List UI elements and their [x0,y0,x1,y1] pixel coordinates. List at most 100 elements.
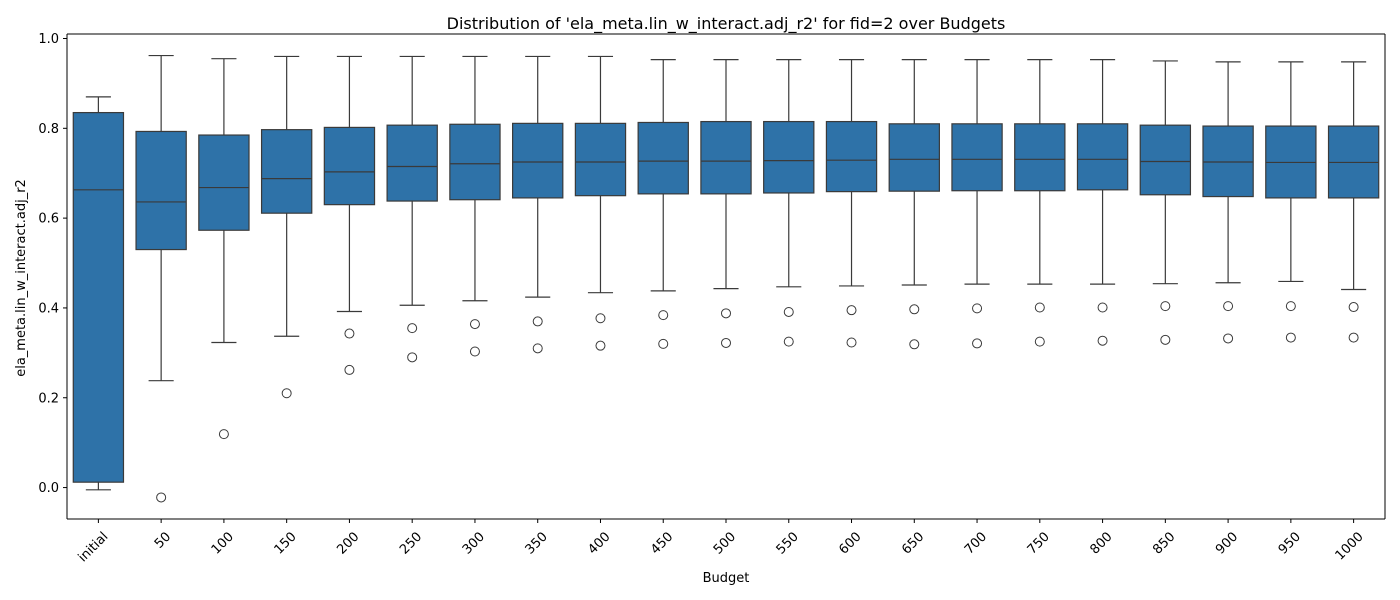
x-axis-label: Budget [703,571,750,586]
outlier-point [721,308,731,319]
x-tick-label: 500 [711,529,739,557]
x-tick-label: 350 [523,529,551,557]
y-tick-label: 0.2 [38,391,59,406]
x-tick-label: 800 [1087,529,1115,557]
outlier-point [846,337,857,348]
x-tick-label: 450 [648,529,676,557]
y-axis-label: ela_meta.lin_w_interact.adj_r2 [14,179,29,377]
box-400 [574,55,627,351]
x-tick-label: 700 [962,529,990,557]
outlier-point [909,339,920,350]
box-initial [72,96,125,491]
x-tick-label: 150 [272,529,300,557]
x-axis: initial 50 100 150 200 250 300 350 400 450 500 550 6… [76,519,1367,565]
x-tick-label: 1000 [1333,529,1367,563]
outlier-point [595,313,606,324]
box-700 [951,58,1003,349]
outlier-point [909,304,920,315]
y-tick-label: 0.0 [38,481,59,496]
outlier-point [1348,332,1359,343]
iqr-box [449,123,501,201]
outlier-point [1285,332,1296,343]
outlier-point [407,352,418,363]
box-450 [637,58,689,349]
box-150 [260,55,313,399]
x-tick-label: 250 [397,529,425,557]
outlier-point [1160,301,1171,312]
outlier-point [407,323,418,334]
x-tick-label: 600 [836,529,864,557]
outlier-point [532,316,543,327]
outlier-point [1223,301,1234,312]
box-900 [1202,61,1254,344]
iqr-box [512,122,564,199]
y-tick-label: 0.8 [38,122,59,137]
iqr-box [198,134,250,231]
x-tick-label: 950 [1276,529,1304,557]
box-650 [888,58,940,350]
x-tick-label: 550 [774,529,802,557]
iqr-box [825,120,878,193]
outlier-point [1034,336,1045,347]
outlier-point [1285,301,1296,312]
iqr-box [700,120,752,195]
box-750 [1014,58,1066,347]
chart-title: Distribution of 'ela_meta.lin_w_interact… [447,14,1006,34]
outlier-point [469,319,480,330]
x-tick-label: 50 [152,529,174,551]
x-tick-label: 900 [1213,529,1241,557]
iqr-box [888,123,940,192]
outlier-point [281,388,292,399]
outlier-point [344,364,355,375]
outlier-point [469,346,480,357]
box-250 [386,55,438,363]
iqr-box [1076,123,1129,191]
box-600 [825,58,878,348]
iqr-box [763,120,815,194]
y-tick-label: 0.4 [38,301,59,316]
box-100 [198,58,250,440]
box-800 [1076,58,1129,346]
x-tick-label: 100 [209,529,237,557]
outlier-point [595,340,606,351]
outlier-point [846,305,857,316]
outlier-point [156,492,167,503]
outlier-point [658,338,669,349]
x-tick-label: 850 [1150,529,1178,557]
x-tick-label: 750 [1025,529,1053,557]
y-axis: 0.0 0.2 0.4 0.6 0.8 1.0 [38,32,67,496]
x-tick-label: 650 [899,529,927,557]
box-950 [1265,61,1317,343]
iqr-box [1014,123,1066,192]
iqr-box [1202,125,1254,198]
iqr-box [637,121,689,195]
outlier-point [1034,302,1045,313]
outlier-point [1160,334,1171,345]
x-tick-label: initial [76,529,112,565]
outlier-point [344,328,355,339]
box-1000 [1327,61,1380,343]
outlier-point [1097,302,1108,313]
box-850 [1139,60,1192,345]
x-tick-label: 400 [585,529,613,557]
box-300 [449,55,501,357]
outlier-point [783,336,794,347]
box-350 [512,55,564,354]
iqr-box [323,126,376,206]
outlier-point [972,303,983,314]
iqr-box [951,123,1003,192]
outlier-point [972,338,983,349]
outlier-point [658,310,669,321]
outlier-point [721,337,731,348]
box-500 [700,58,752,348]
outlier-point [532,343,543,354]
y-tick-label: 0.6 [38,212,59,227]
outlier-point [783,306,794,317]
plot-area [66,33,1386,520]
box-200 [323,55,376,375]
outlier-point [1097,335,1108,346]
x-tick-label: 300 [460,529,488,557]
outlier-point [1348,302,1359,313]
iqr-box [386,124,438,202]
